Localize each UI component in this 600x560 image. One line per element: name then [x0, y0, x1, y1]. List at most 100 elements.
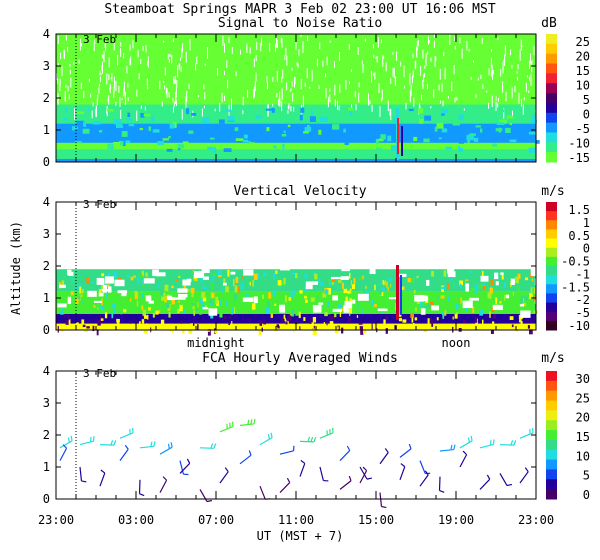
texture-patch: [482, 285, 486, 291]
noise-streak: [379, 106, 381, 118]
texture-patch: [125, 140, 131, 144]
texture-patch: [304, 273, 308, 279]
texture-patch: [359, 326, 364, 330]
noon-label: noon: [442, 336, 471, 350]
texture-patch: [491, 321, 495, 324]
texture-patch: [489, 311, 491, 318]
noise-streak: [420, 94, 422, 101]
texture-patch: [290, 116, 296, 120]
texture-patch: [155, 285, 157, 290]
texture-patch: [290, 315, 292, 322]
texture-patch: [368, 287, 371, 292]
noise-streak: [61, 66, 63, 77]
gap-patch: [98, 292, 104, 297]
noise-streak: [164, 85, 166, 90]
texture-patch: [327, 301, 330, 307]
texture-patch: [299, 326, 301, 330]
noise-streak: [95, 109, 97, 117]
noise-streak: [529, 76, 531, 81]
texture-patch: [183, 284, 187, 292]
texture-patch: [243, 134, 248, 139]
noise-streak: [253, 58, 255, 67]
texture-patch: [197, 324, 199, 331]
texture-patch: [210, 301, 213, 306]
gap-patch: [495, 281, 499, 286]
noise-streak: [115, 101, 117, 106]
noise-streak: [203, 105, 205, 109]
texture-patch: [517, 286, 520, 292]
noise-streak: [380, 97, 382, 102]
texture-patch: [146, 276, 149, 279]
wind-barb: [259, 432, 273, 446]
noise-streak: [179, 63, 181, 67]
texture-patch: [395, 315, 397, 318]
noise-streak: [168, 91, 170, 98]
texture-patch: [465, 306, 468, 312]
texture-patch: [187, 288, 190, 292]
gap-patch: [462, 300, 473, 309]
noise-streak: [319, 42, 321, 50]
noise-streak: [65, 35, 67, 41]
texture-patch: [465, 280, 470, 286]
noise-streak: [67, 46, 69, 53]
noise-streak: [451, 81, 453, 92]
texture-patch: [319, 116, 328, 123]
texture-patch: [338, 279, 342, 283]
texture-patch: [331, 279, 336, 283]
texture-patch: [520, 321, 523, 326]
texture-patch: [482, 283, 486, 288]
texture-patch: [374, 284, 376, 291]
noise-streak: [433, 89, 435, 99]
texture-patch: [212, 273, 216, 276]
texture-patch: [222, 287, 224, 293]
texture-patch: [528, 147, 537, 153]
texture-patch: [140, 279, 143, 286]
gap-patch: [279, 304, 286, 313]
gap-patch: [318, 302, 324, 305]
texture-patch: [335, 133, 344, 137]
noise-streak: [140, 59, 142, 64]
noise-streak: [520, 42, 522, 47]
noise-streak: [517, 76, 519, 81]
noise-streak: [119, 96, 121, 107]
noise-streak: [123, 81, 125, 94]
noise-streak: [333, 61, 335, 68]
snr-panel: Signal to Noise Ratio dB 3 Feb 0 1 2 3 4 252…: [43, 16, 590, 169]
noise-streak: [348, 43, 350, 51]
noise-streak: [526, 75, 528, 78]
noise-streak: [511, 65, 513, 69]
colorbar-label: -5: [576, 122, 590, 136]
noise-streak: [95, 106, 97, 118]
texture-patch: [126, 117, 130, 121]
noise-streak: [351, 104, 353, 110]
gap-patch: [243, 269, 254, 276]
gap-patch: [178, 294, 188, 298]
noise-streak: [249, 47, 251, 54]
texture-patch: [414, 317, 418, 321]
noise-streak: [371, 104, 373, 112]
texture-patch: [258, 328, 262, 336]
texture-patch: [192, 306, 195, 310]
texture-patch: [441, 312, 444, 316]
noise-streak: [136, 110, 138, 121]
noise-streak: [172, 38, 174, 43]
wind-barb: [479, 439, 495, 449]
noise-streak: [226, 60, 228, 69]
texture-patch: [168, 312, 171, 318]
gap-patch: [450, 268, 455, 273]
texture-patch: [512, 291, 515, 297]
texture-patch: [214, 329, 217, 334]
texture-patch: [339, 310, 342, 317]
texture-patch: [423, 138, 430, 143]
wind-barb: [299, 436, 317, 443]
noise-streak: [123, 87, 125, 97]
noise-streak: [174, 78, 176, 84]
colorbar-swatch: [546, 302, 557, 313]
texture-patch: [274, 303, 277, 306]
texture-patch: [235, 138, 244, 141]
noise-streak: [99, 76, 101, 83]
noise-streak: [345, 79, 347, 90]
colorbar-swatch: [546, 122, 557, 133]
noise-streak: [127, 97, 129, 102]
texture-patch: [252, 303, 256, 310]
